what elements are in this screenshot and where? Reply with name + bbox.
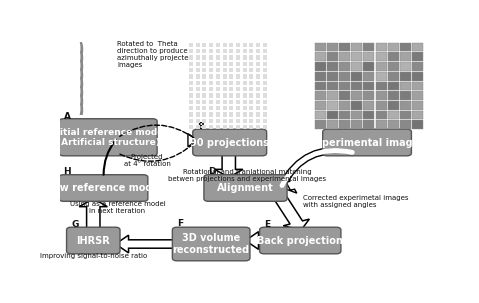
Text: Initial reference model
(Artificial structure): Initial reference model (Artificial stru…	[50, 128, 166, 147]
FancyBboxPatch shape	[204, 175, 287, 201]
Text: 90 projections: 90 projections	[190, 138, 269, 148]
Text: Projected
at 4° rotation: Projected at 4° rotation	[124, 154, 171, 167]
Polygon shape	[79, 198, 107, 230]
Text: Improving signal-to-noise ratio: Improving signal-to-noise ratio	[40, 253, 147, 259]
Polygon shape	[215, 153, 243, 178]
Text: E: E	[264, 220, 270, 229]
FancyBboxPatch shape	[193, 129, 267, 156]
Text: Back projection: Back projection	[257, 235, 343, 245]
Text: B: B	[197, 122, 204, 131]
FancyBboxPatch shape	[59, 119, 157, 156]
Text: Using as a reference model
in next iteration: Using as a reference model in next itera…	[69, 201, 165, 214]
Text: Experimental images: Experimental images	[309, 138, 425, 148]
Text: Rotational and tranlational matching
betwen projections and experimental images: Rotational and tranlational matching bet…	[168, 169, 326, 182]
Polygon shape	[274, 197, 309, 230]
Text: F: F	[177, 219, 183, 228]
Text: G: G	[71, 220, 79, 229]
Text: IHRSR: IHRSR	[77, 235, 110, 245]
Text: Corrected experimetal images
with assigned angles: Corrected experimetal images with assign…	[303, 195, 409, 208]
Text: C: C	[327, 122, 334, 131]
Polygon shape	[282, 177, 297, 193]
Text: D: D	[208, 167, 216, 176]
Text: H: H	[64, 167, 71, 176]
Polygon shape	[245, 231, 264, 249]
Polygon shape	[188, 134, 197, 147]
Text: Alignment: Alignment	[217, 183, 274, 193]
FancyBboxPatch shape	[172, 227, 250, 261]
FancyBboxPatch shape	[67, 227, 120, 254]
FancyBboxPatch shape	[323, 129, 411, 156]
Polygon shape	[115, 235, 177, 253]
FancyBboxPatch shape	[260, 227, 341, 254]
Text: Rotated to  Theta
direction to produce
azimuthally projected
images: Rotated to Theta direction to produce az…	[117, 41, 194, 68]
Text: 3D volume
reconstructed: 3D volume reconstructed	[172, 233, 250, 255]
FancyBboxPatch shape	[59, 175, 148, 201]
Text: A: A	[64, 112, 70, 121]
Text: New reference model: New reference model	[45, 183, 162, 193]
